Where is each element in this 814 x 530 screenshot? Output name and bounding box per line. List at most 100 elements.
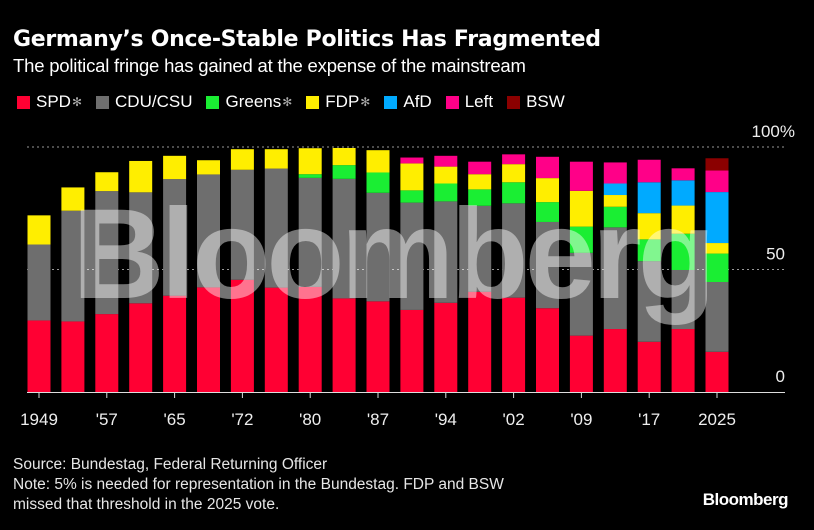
legend-swatch-greens (206, 95, 220, 109)
legend-item-greens: Greens ✻ (206, 92, 292, 112)
bar-fdp-1987 (366, 150, 390, 173)
bar-greens-2025 (705, 253, 729, 282)
asterisk-icon: ✻ (282, 95, 293, 109)
legend-item-bsw: BSW (507, 92, 565, 112)
note-text-line2: missed that threshold in the 2025 vote. (13, 496, 280, 513)
bar-spd-1983 (332, 298, 356, 392)
footer-notes: Source: Bundestag, Federal Returning Off… (13, 455, 504, 515)
bar-greens-2017 (637, 239, 661, 262)
bar-bsw-2025 (705, 158, 729, 171)
bar-left-2021 (671, 168, 695, 181)
bar-cdu-csu-1976 (264, 168, 288, 288)
bar-fdp-1983 (332, 147, 356, 166)
bar-spd-2002 (502, 297, 526, 392)
bar-left-1994 (434, 155, 458, 167)
x-tick-label: '09 (570, 410, 592, 429)
bar-fdp-1961 (129, 160, 153, 193)
bar-fdp-1972 (230, 149, 254, 170)
bar-left-2002 (502, 154, 526, 165)
bar-cdu-csu-1961 (129, 192, 153, 304)
x-tick-label: 1949 (20, 410, 58, 429)
bar-cdu-csu-1987 (366, 192, 390, 302)
bar-left-2017 (637, 159, 661, 183)
legend-swatch-spd (17, 95, 30, 109)
legend-swatch-cdu-csu (96, 95, 110, 109)
bar-fdp-2021 (671, 205, 695, 234)
bar-spd-1990 (400, 309, 424, 392)
bar-left-2009 (569, 161, 593, 191)
bar-cdu-csu-1949 (27, 244, 51, 321)
bar-cdu-csu-2013 (603, 227, 627, 330)
x-tick-label: '17 (638, 410, 660, 429)
x-tick-label: '02 (503, 410, 525, 429)
bar-fdp-2025 (705, 243, 729, 254)
bar-fdp-2009 (569, 190, 593, 227)
bar-afd-2025 (705, 192, 729, 244)
legend: SPD ✻ CDU/CSU Greens ✻ FDP ✻ AfD Left BS… (17, 92, 579, 112)
legend-label-fdp: FDP (325, 92, 360, 111)
bar-afd-2013 (603, 183, 627, 196)
bar-left-2013 (603, 162, 627, 184)
bar-left-1990 (400, 157, 424, 164)
bar-fdp-2002 (502, 164, 526, 183)
asterisk-icon: ✻ (71, 95, 83, 109)
bar-cdu-csu-2025 (705, 281, 729, 352)
chart-subtitle: The political fringe has gained at the e… (13, 55, 526, 76)
legend-label-afd: AfD (403, 92, 432, 111)
bar-fdp-1994 (434, 166, 458, 184)
bar-cdu-csu-1990 (400, 202, 424, 310)
bar-fdp-1965 (163, 155, 187, 180)
y-tick-label: 0 (776, 367, 785, 386)
bar-spd-2017 (637, 341, 661, 392)
bar-cdu-csu-2017 (637, 261, 661, 342)
note-text-line1: Note: 5% is needed for representation in… (13, 476, 504, 493)
bar-greens-2013 (603, 206, 627, 228)
bar-cdu-csu-1953 (61, 210, 85, 322)
bar-fdp-1957 (95, 172, 119, 192)
bar-greens-1994 (434, 183, 458, 202)
bar-cdu-csu-2009 (569, 252, 593, 336)
x-tick-label: '57 (96, 410, 118, 429)
legend-label-left: Left (464, 92, 494, 111)
bar-cdu-csu-2005 (536, 221, 559, 309)
bar-spd-1972 (230, 279, 254, 392)
bar-left-2025 (705, 170, 729, 193)
bar-spd-1949 (27, 320, 51, 392)
bar-greens-2009 (569, 226, 593, 253)
bar-spd-2005 (536, 308, 559, 392)
y-tick-label: 50 (766, 245, 785, 264)
x-tick-label: '94 (435, 410, 457, 429)
bar-fdp-1949 (27, 215, 51, 245)
bar-fdp-1976 (264, 149, 288, 169)
bar-fdp-2013 (603, 195, 627, 207)
bar-spd-2021 (671, 329, 695, 392)
bar-greens-1983 (332, 165, 356, 179)
bar-fdp-1998 (468, 174, 492, 190)
bar-spd-1976 (264, 287, 288, 392)
bar-greens-2002 (502, 182, 526, 204)
bar-cdu-csu-1972 (230, 169, 254, 280)
chart-title: Germany’s Once-Stable Politics Has Fragm… (13, 27, 601, 52)
bar-spd-1969 (197, 287, 220, 392)
bar-left-2005 (536, 156, 559, 179)
x-tick-label: '87 (367, 410, 389, 429)
x-tick-label: 2025 (698, 410, 736, 429)
source-text: Source: Bundestag, Federal Returning Off… (13, 456, 328, 473)
x-tick-label: '65 (164, 410, 186, 429)
bloomberg-logo: Bloomberg (702, 490, 789, 509)
bar-cdu-csu-1994 (434, 201, 458, 303)
x-tick-label: '80 (299, 410, 321, 429)
legend-label-spd: SPD (36, 92, 71, 111)
bar-spd-2009 (569, 335, 593, 392)
bar-greens-1980 (298, 174, 322, 178)
bar-cdu-csu-2021 (671, 269, 695, 330)
legend-label-bsw: BSW (526, 92, 565, 111)
bar-fdp-1953 (61, 187, 85, 211)
bar-fdp-1969 (197, 160, 220, 175)
legend-label-greens: Greens (225, 92, 282, 111)
bar-fdp-2005 (536, 178, 559, 203)
bar-spd-1961 (129, 303, 153, 392)
legend-item-fdp: FDP ✻ (306, 92, 370, 112)
bar-cdu-csu-1969 (197, 174, 220, 288)
bar-spd-1998 (468, 291, 492, 392)
